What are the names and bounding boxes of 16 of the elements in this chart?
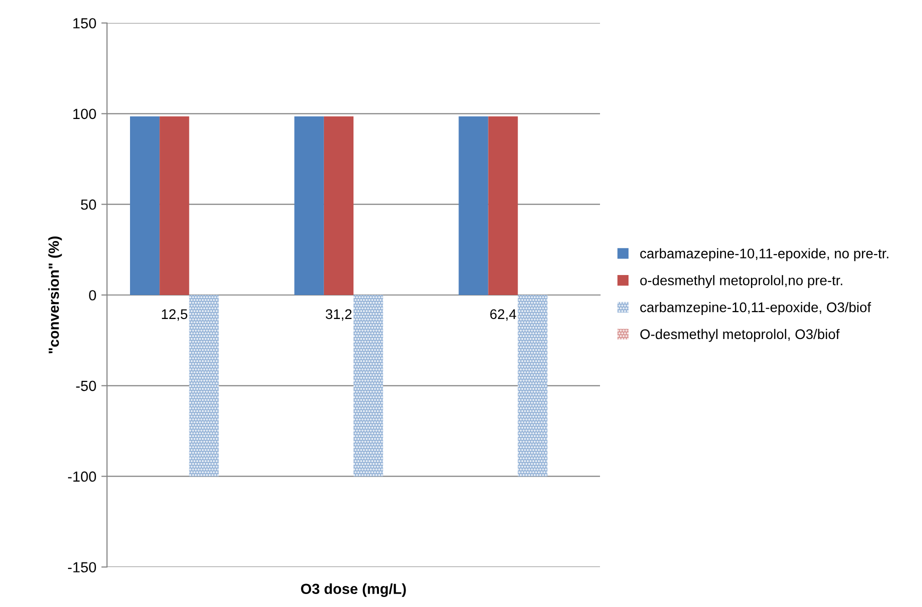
x-tick-label: 62,4 (490, 309, 516, 321)
legend-label: o-desmethyl metoprolol,no pre-tr. (640, 275, 842, 288)
legend-label: carbamzepine-10,11-epoxide, O3/biof (640, 302, 872, 315)
y-tick-label: -50 (76, 380, 96, 392)
y-tick-label: -150 (68, 562, 96, 572)
y-tick-label: 150 (73, 18, 96, 28)
legend-label: O-desmethyl metoprolol, O3/biof (640, 328, 840, 342)
x-tick-label: 12,5 (162, 309, 188, 321)
x-tick-label: 31,2 (326, 309, 352, 321)
y-axis-title: "conversion" (%) (48, 236, 62, 354)
y-tick-label: 50 (80, 199, 96, 210)
y-tick-label: -100 (68, 471, 96, 482)
y-tick-label: 100 (73, 108, 96, 120)
x-axis-title: O3 dose (mg/L) (301, 583, 406, 597)
y-tick-label: 0 (89, 290, 96, 300)
legend-label: carbamazepine-10,11-epoxide, no pre-tr. (640, 248, 888, 262)
